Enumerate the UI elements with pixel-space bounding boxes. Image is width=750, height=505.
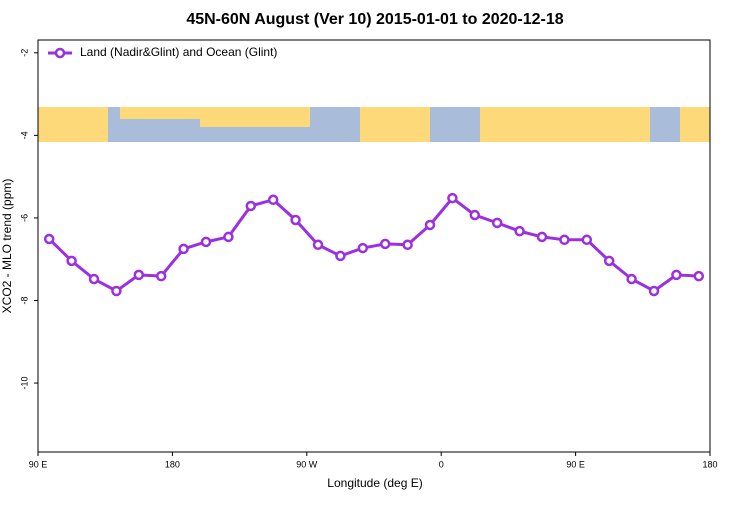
x-tick-label: 90 E [29,459,48,469]
data-point [671,269,682,281]
data-point [335,250,346,262]
data-point [155,270,167,282]
data-point [43,233,55,245]
data-point [223,231,234,243]
x-axis-label: Longitude (deg E) [327,476,422,490]
x-tick-label: 0 [439,459,444,469]
data-point [447,192,458,204]
map-land [680,107,710,142]
data-point [178,243,189,255]
data-point [648,285,660,297]
data-point [357,242,369,254]
data-point [200,236,212,248]
y-axis-label: XCO2 - MLO trend (ppm) [0,179,14,314]
data-point [603,255,615,267]
y-tick-label: -8 [19,296,29,304]
y-tick-label: -6 [19,214,29,222]
data-point [267,194,279,206]
data-point [514,225,525,237]
x-tick-label: 180 [702,459,717,469]
data-point [88,273,100,285]
data-point [693,270,705,282]
data-point [424,219,436,231]
map-ocean [430,107,480,142]
legend-label: Land (Nadir&Glint) and Ocean (Glint) [80,45,277,59]
x-tick-label: 180 [165,459,180,469]
data-point [536,231,548,243]
y-tick-label: -2 [19,49,29,57]
chart-title: 45N-60N August (Ver 10) 2015-01-01 to 20… [186,11,563,28]
map-land [38,107,108,142]
data-point [312,239,324,251]
data-point [581,234,593,246]
data-point [559,234,570,246]
plot-frame [37,39,711,453]
map-land [200,107,310,127]
data-point [133,269,145,281]
x-tick-label: 90 W [296,459,318,469]
data-point [290,214,301,226]
map-strip [38,107,710,142]
y-tick-label: -4 [19,131,29,139]
x-tick-label: 90 E [566,459,585,469]
map-land [360,107,650,142]
data-point [111,285,122,297]
data-point [402,239,413,251]
data-point [66,255,77,267]
data-point [245,200,257,212]
data-point [491,217,503,229]
data-point [469,209,481,221]
data-point [626,273,637,285]
data-point [379,238,391,250]
legend-marker [54,47,66,59]
y-tick-label: -10 [19,377,29,390]
